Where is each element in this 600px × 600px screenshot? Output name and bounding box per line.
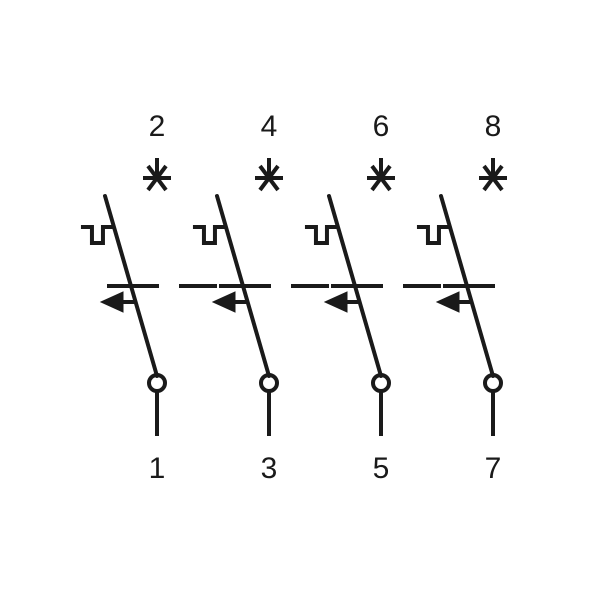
bottom-terminal-label: 5 [373, 452, 390, 485]
breaker-pole: 87 [417, 110, 507, 485]
bottom-terminal-label: 7 [485, 452, 502, 485]
top-terminal-label: 4 [261, 110, 278, 143]
manual-op-arrow-icon [325, 292, 347, 312]
trip-unit-icon [81, 227, 114, 243]
breaker-pole: 65 [305, 110, 441, 485]
circuit-breaker-schematic: 21436587 [0, 0, 600, 600]
manual-op-arrow-icon [101, 292, 123, 312]
trip-unit-icon [193, 227, 226, 243]
bottom-terminal-label: 1 [149, 452, 166, 485]
manual-op-arrow-icon [437, 292, 459, 312]
breaker-pole: 43 [193, 110, 329, 485]
manual-op-arrow-icon [213, 292, 235, 312]
top-terminal-label: 8 [485, 110, 502, 143]
trip-unit-icon [305, 227, 338, 243]
trip-unit-icon [417, 227, 450, 243]
top-terminal-label: 2 [149, 110, 166, 143]
breaker-pole: 21 [81, 110, 217, 485]
bottom-terminal-label: 3 [261, 452, 278, 485]
top-terminal-label: 6 [373, 110, 390, 143]
